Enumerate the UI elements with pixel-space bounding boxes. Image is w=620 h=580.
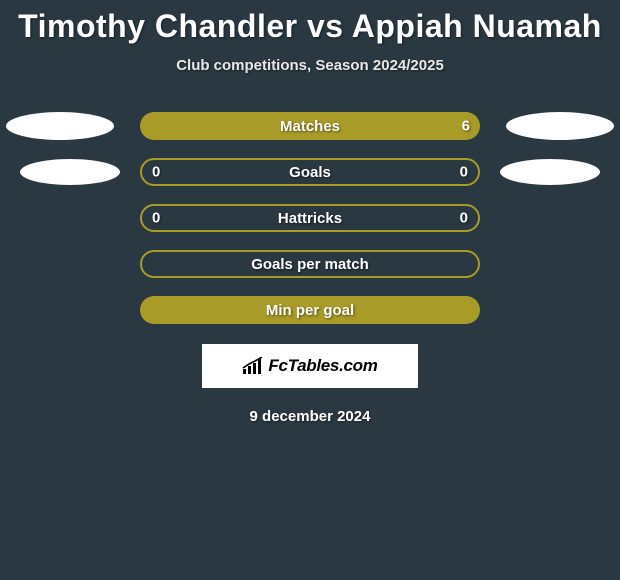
stat-bar: Hattricks0 0 — [140, 204, 480, 232]
stat-bar: Matches6 — [140, 112, 480, 140]
brand-text: FcTables.com — [268, 356, 377, 376]
stat-label: Min per goal — [140, 302, 480, 319]
player-ellipse-left — [20, 159, 120, 185]
stat-value-right: 0 — [460, 210, 468, 227]
date-text: 9 december 2024 — [0, 408, 620, 425]
stat-label: Matches — [140, 118, 480, 135]
stat-label: Hattricks — [142, 210, 478, 227]
stat-label: Goals — [142, 164, 478, 181]
stat-rows: Matches6Goals00Hattricks00Goals per matc… — [0, 112, 620, 324]
stat-row: Goals0 0 — [0, 158, 620, 186]
stat-value-left: 0 — [152, 210, 160, 227]
stat-row: Min per goal — [0, 296, 620, 324]
stat-row: Hattricks0 0 — [0, 204, 620, 232]
stat-value-left: 0 — [152, 164, 160, 181]
stat-bar: Min per goal — [140, 296, 480, 324]
stat-row: Goals per match — [0, 250, 620, 278]
stat-bar: Goals0 0 — [140, 158, 480, 186]
player-ellipse-left — [6, 112, 114, 140]
stat-label: Goals per match — [142, 256, 478, 273]
player-ellipse-right — [500, 159, 600, 185]
player-ellipse-right — [506, 112, 614, 140]
chart-icon — [242, 357, 264, 375]
stat-value-right: 0 — [460, 164, 468, 181]
stat-bar: Goals per match — [140, 250, 480, 278]
page-title: Timothy Chandler vs Appiah Nuamah — [0, 0, 620, 45]
brand-box: FcTables.com — [202, 344, 418, 388]
stat-row: Matches6 — [0, 112, 620, 140]
stat-value-right: 6 — [462, 118, 470, 135]
page-subtitle: Club competitions, Season 2024/2025 — [0, 57, 620, 74]
